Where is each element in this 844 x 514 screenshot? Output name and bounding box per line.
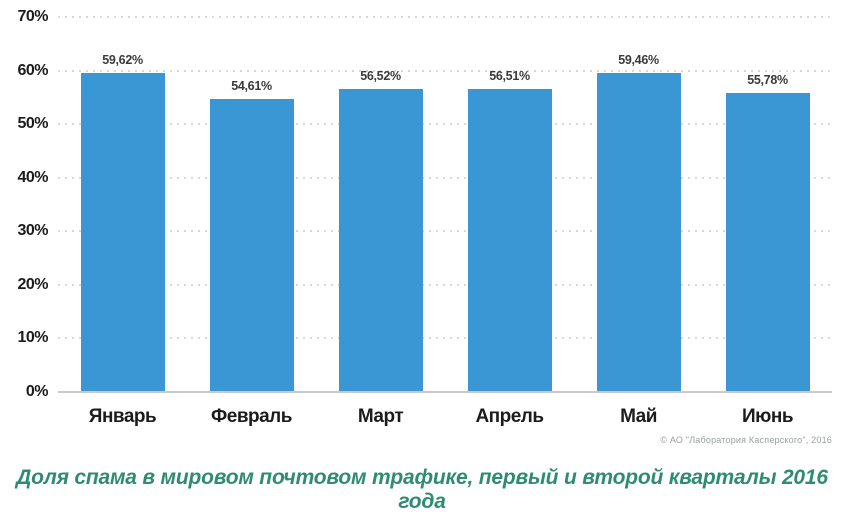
gridline bbox=[58, 337, 832, 340]
gridline bbox=[58, 16, 832, 18]
y-tick-label: 20% bbox=[17, 275, 48, 293]
bar-value-label: 59,46% bbox=[618, 53, 659, 68]
bar-апрель bbox=[467, 89, 552, 392]
bar-февраль bbox=[209, 99, 294, 392]
x-tick-label: Апрель bbox=[475, 406, 544, 427]
x-tick-label: Июнь bbox=[741, 406, 794, 427]
bar-value-label: 55,78% bbox=[747, 73, 788, 88]
gridline bbox=[58, 283, 832, 286]
x-axis-line bbox=[58, 391, 832, 393]
plot-area: 59,62% 54,61% 56,52% 56,51% 59,46% 55,78% bbox=[58, 16, 832, 392]
y-tick-label: 40% bbox=[17, 168, 48, 186]
bar-value-label: 54,61% bbox=[231, 79, 272, 94]
y-tick-label: 60% bbox=[17, 61, 48, 79]
copyright-source: © АО "Лаборатория Касперского", 2016 bbox=[660, 435, 832, 445]
x-tick-label: Май bbox=[620, 406, 657, 427]
gridline bbox=[58, 123, 832, 126]
x-tick-label: Март bbox=[357, 406, 404, 427]
y-tick-label: 30% bbox=[17, 222, 48, 240]
bar-value-label: 56,52% bbox=[360, 69, 401, 84]
bar-май bbox=[596, 73, 681, 392]
gridline bbox=[58, 69, 832, 72]
chart-title: Доля спама в мировом почтовом трафике, п… bbox=[16, 466, 828, 513]
y-tick-label: 70% bbox=[17, 8, 48, 25]
bar-июнь bbox=[725, 93, 810, 392]
bar-январь bbox=[80, 72, 165, 392]
x-tick-label: Февраль bbox=[211, 406, 292, 427]
y-tick-label: 10% bbox=[17, 329, 48, 347]
bar-value-label: 56,51% bbox=[489, 69, 530, 84]
bar-value-label: 59,62% bbox=[102, 52, 143, 67]
gridline bbox=[58, 176, 832, 179]
gridline bbox=[58, 230, 832, 233]
x-tick-label: Январь bbox=[88, 406, 157, 427]
y-tick-label: 0% bbox=[25, 383, 49, 400]
bar-март bbox=[338, 89, 423, 392]
y-tick-label: 50% bbox=[17, 115, 48, 133]
